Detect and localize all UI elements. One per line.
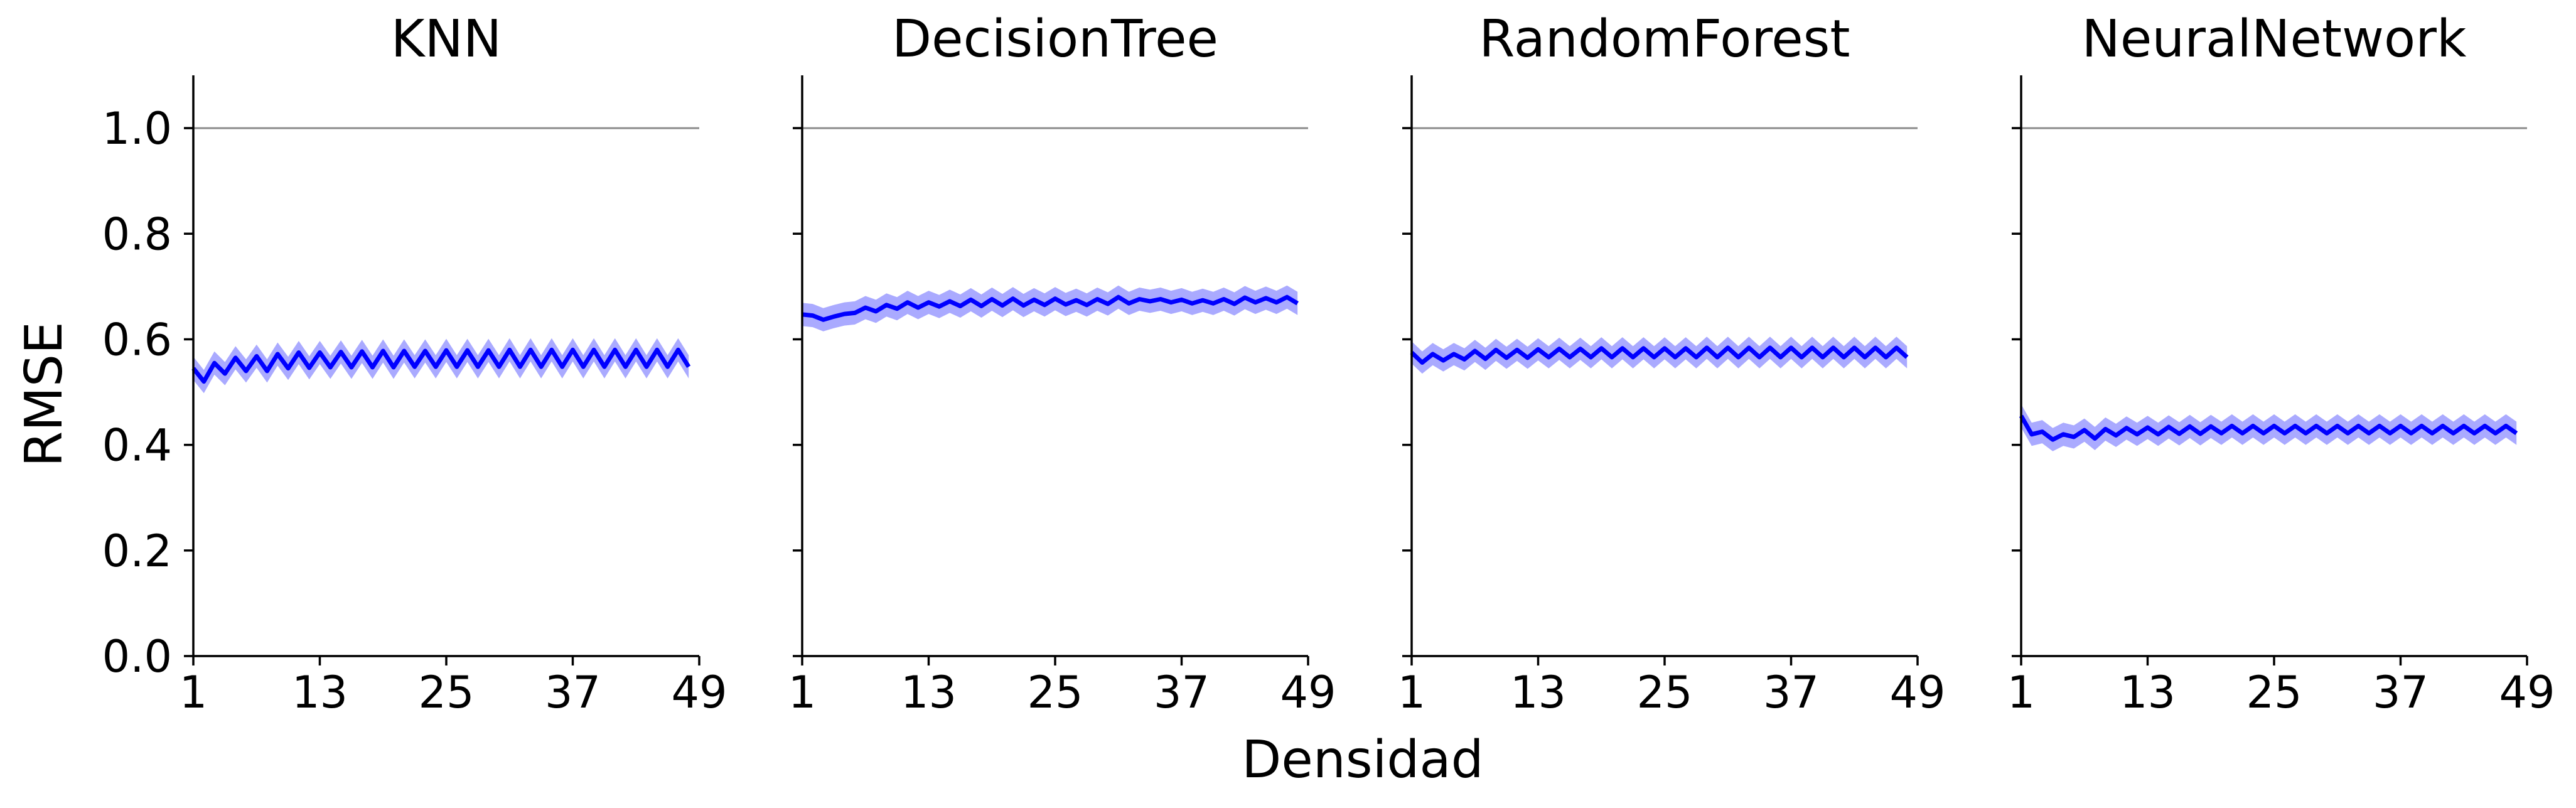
error-band xyxy=(802,285,1298,331)
x-axis-label: Densidad xyxy=(1242,730,1483,790)
y-axis-label: RMSE xyxy=(14,321,74,467)
panel-3: NeuralNetwork 1 13 25 37 49 xyxy=(2007,9,2555,718)
x-tick-label: 25 xyxy=(418,667,474,718)
x-tick-label: 13 xyxy=(2120,667,2176,718)
series-line xyxy=(1410,345,1909,365)
panel-2: RandomForest 1 13 25 37 49 xyxy=(1398,9,1946,718)
panel-title: RandomForest xyxy=(1479,9,1850,69)
x-tick-label: 49 xyxy=(2499,667,2555,718)
x-tick-label: 13 xyxy=(901,667,957,718)
panel-title: NeuralNetwork xyxy=(2082,9,2467,69)
x-tick-label: 13 xyxy=(292,667,348,718)
x-tick-label: 25 xyxy=(2246,667,2302,718)
x-tick-label: 37 xyxy=(1763,667,1819,718)
panel-title: DecisionTree xyxy=(892,9,1218,69)
x-tick-label: 1 xyxy=(1398,667,1426,718)
series-line xyxy=(191,347,691,384)
x-tick-label: 1 xyxy=(2007,667,2036,718)
y-tick-label: 0.4 xyxy=(102,420,172,471)
error-band xyxy=(193,338,689,394)
x-tick-label: 13 xyxy=(1510,667,1566,718)
y-tick-label: 0.2 xyxy=(102,525,172,577)
y-tick-label: 0.0 xyxy=(102,631,172,682)
x-tick-label: 37 xyxy=(545,667,601,718)
x-tick-label: 49 xyxy=(671,667,727,718)
y-tick-label: 0.6 xyxy=(102,314,172,365)
panel-title: KNN xyxy=(391,9,502,69)
x-tick-label: 1 xyxy=(180,667,208,718)
series-line xyxy=(802,294,1299,322)
panel-1: DecisionTree 1 13 25 37 49 xyxy=(788,9,1336,718)
x-tick-label: 25 xyxy=(1027,667,1083,718)
panel-0: KNN 0.0 0.2 0.4 0.6 0.8 1.0 1 13 25 37 49 xyxy=(102,9,727,718)
x-tick-label: 25 xyxy=(1636,667,1692,718)
x-tick-label: 1 xyxy=(788,667,817,718)
x-tick-label: 49 xyxy=(1889,667,1945,718)
x-tick-label: 37 xyxy=(2373,667,2428,718)
x-tick-label: 37 xyxy=(1154,667,1210,718)
x-tick-label: 49 xyxy=(1280,667,1336,718)
y-tick-label: 1.0 xyxy=(102,103,172,154)
y-tick-label: 0.8 xyxy=(102,208,172,260)
series-line xyxy=(2019,414,2518,442)
